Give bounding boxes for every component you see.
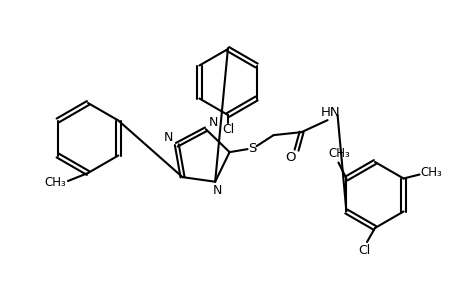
Text: S: S xyxy=(248,142,256,154)
Text: CH₃: CH₃ xyxy=(420,166,442,179)
Text: N: N xyxy=(164,131,173,144)
Text: HN: HN xyxy=(320,106,340,118)
Text: N: N xyxy=(209,116,218,129)
Text: CH₃: CH₃ xyxy=(44,176,66,190)
Text: Cl: Cl xyxy=(221,122,234,136)
Text: N: N xyxy=(212,184,221,197)
Text: O: O xyxy=(285,151,295,164)
Text: Cl: Cl xyxy=(357,244,369,257)
Text: CH₃: CH₃ xyxy=(328,147,350,160)
